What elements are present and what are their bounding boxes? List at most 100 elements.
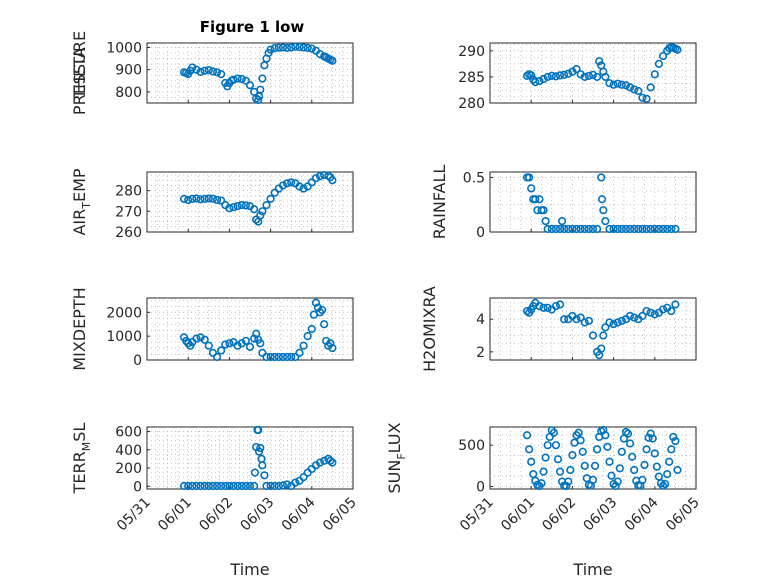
data-point [613,477,622,486]
data-point [673,45,682,54]
data-point [295,42,304,52]
data-point [551,72,561,81]
data-point [274,481,283,491]
data-point [650,224,659,234]
data-point [266,45,275,54]
data-point [654,59,664,68]
data-point [595,57,604,66]
data-point [588,70,598,79]
data-point [640,460,649,470]
data-point [208,481,218,491]
data-point [564,224,573,234]
data-point [188,63,197,72]
data-point [599,331,608,340]
data-point [225,204,234,213]
data-point [266,194,275,203]
data-point [204,481,213,491]
x-tick-label: 06/03 [238,495,278,535]
x-tick-label: 06/05 [663,495,703,535]
data-point [208,194,218,203]
x-tick-label: 05/31 [457,495,497,535]
data-point [654,224,664,234]
data-point [572,64,581,74]
data-point [625,83,635,92]
data-point [613,79,622,88]
data-point [663,224,672,234]
data-point [597,173,606,182]
data-point [539,303,548,312]
data-point [541,453,550,462]
data-point [580,461,589,470]
data-point [225,481,234,491]
data-point [671,436,680,446]
data-point [295,348,304,357]
data-point [578,447,587,456]
data-point [221,340,230,349]
data-point [588,475,598,485]
x-tick-label: 06/04 [279,494,319,534]
x-tick-label: 06/02 [539,495,579,535]
data-point [282,43,292,52]
data-point [605,224,614,234]
data-point [291,352,300,362]
data-point [237,74,246,84]
y-axis-label: SUNFLUX [385,422,408,493]
data-point [539,74,548,84]
data-point [593,72,602,82]
y-axis-label: TERRMSL [70,423,93,495]
data-point [291,478,300,487]
data-point [605,318,614,327]
data-point [303,43,312,52]
data-point [282,352,292,362]
data-point [597,344,606,353]
y-tick-label: 0 [476,480,485,496]
data-point [601,216,610,226]
data-point [204,194,213,203]
data-point [258,207,267,216]
data-point [282,179,292,188]
data-point [237,339,246,348]
y-tick-label: 290 [458,44,485,60]
data-point [245,81,255,90]
y-tick-label: 500 [458,438,485,454]
data-point [258,348,267,357]
data-point [527,457,536,466]
y-tick-label: 0 [476,225,485,241]
data-point [278,352,288,362]
data-point [547,224,556,234]
data-point [658,481,668,490]
data-point [667,224,676,234]
data-point [609,224,618,234]
data-point [601,431,610,440]
data-point [212,195,222,205]
data-point [179,481,189,491]
data-point [318,305,327,315]
data-point [256,443,265,453]
data-point [299,184,308,193]
data-point [572,315,581,324]
y-axis-label: AIRTEMP [70,168,93,235]
data-point [537,479,546,488]
subplot-sun-flux: 05/31 06/01 06/02 06/03 06/04 06/05 0 500 SUNFLU… [385,422,703,579]
data-point [539,206,548,215]
data-point [241,76,250,85]
data-point [580,72,589,82]
data-point [551,224,561,234]
y-tick-label: 900 [115,63,142,79]
data-point [270,481,279,491]
data-point [667,306,676,316]
data-point [307,44,316,53]
data-point [200,66,209,75]
data-point [522,431,532,440]
data-point [625,311,635,321]
data-point [638,311,647,321]
subplot-theta: 280 285 290 THETA [70,42,697,112]
data-point [256,85,265,94]
data-point [646,83,655,92]
data-point [200,194,209,203]
data-point [217,346,226,355]
data-point [299,341,308,350]
y-tick-label: 4 [476,312,485,328]
data-point [256,211,265,220]
